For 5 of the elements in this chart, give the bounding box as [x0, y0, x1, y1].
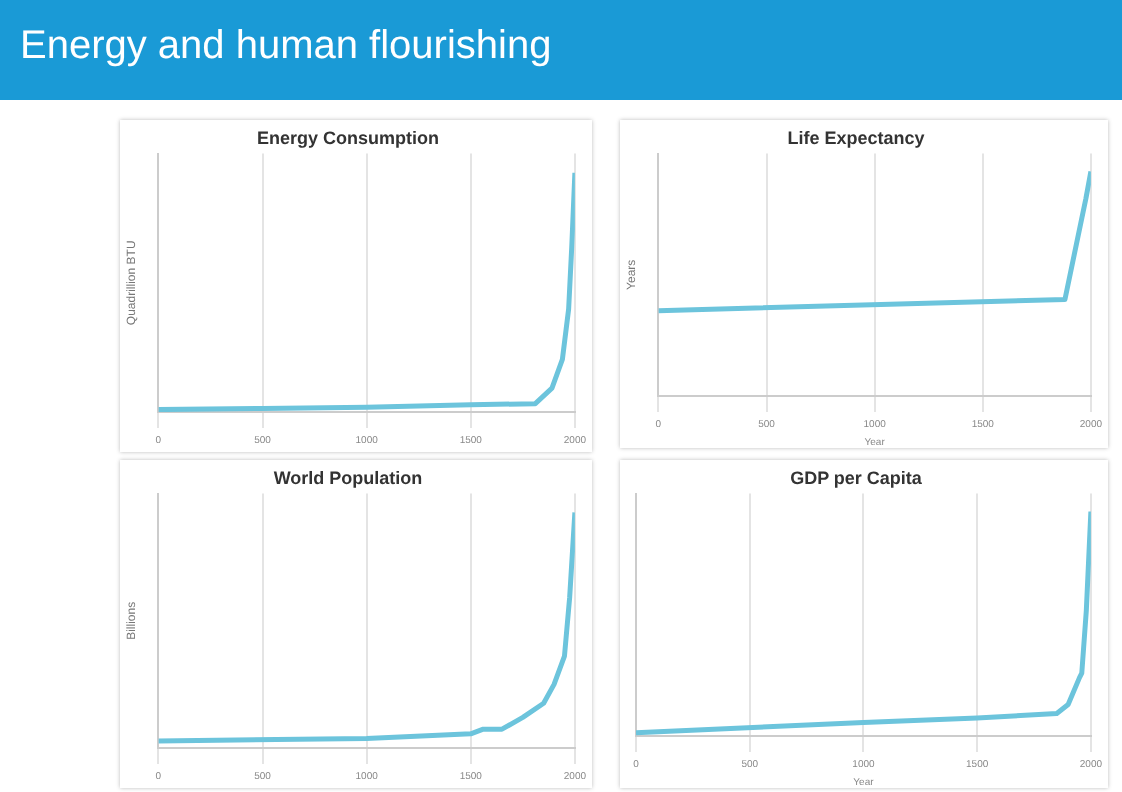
chart-title: Life Expectancy	[787, 127, 925, 148]
text: Energy and human flourishing	[0, 0, 1122, 100]
chart-title: Energy Consumption	[256, 127, 440, 148]
chart-title: World Population	[273, 467, 423, 488]
chart-title: GDP per Capita	[790, 467, 924, 488]
